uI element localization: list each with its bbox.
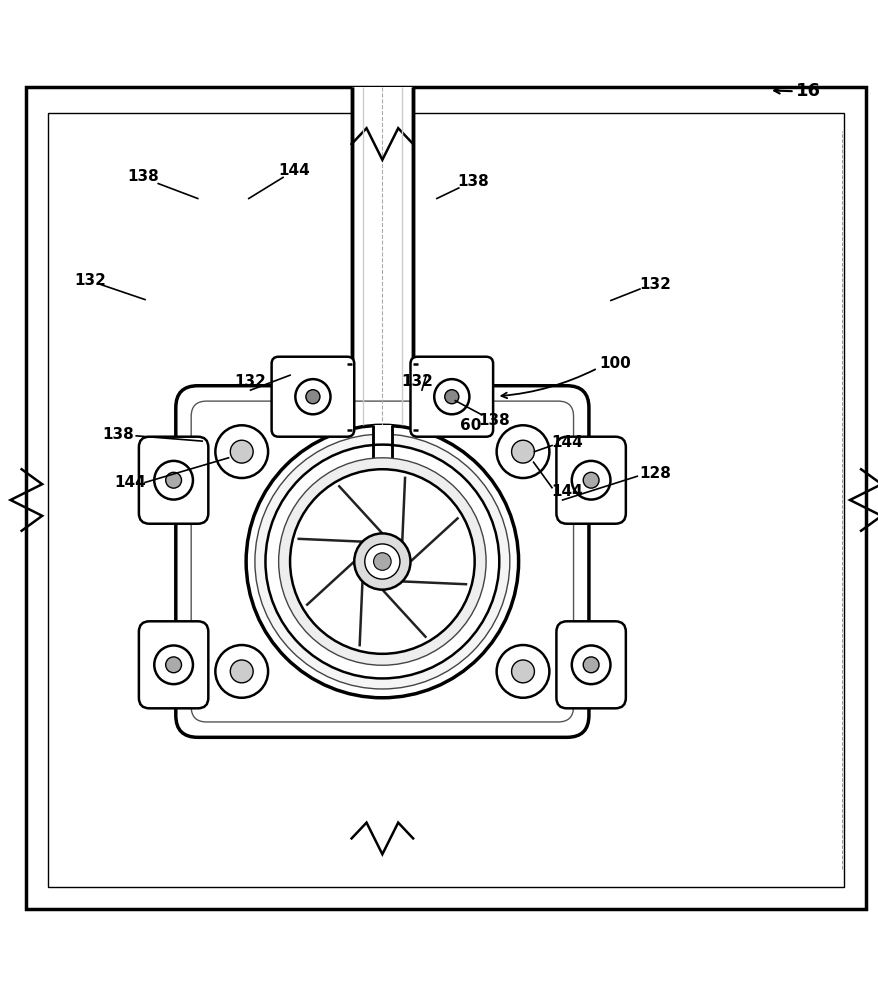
Text: 144: 144 <box>551 435 582 450</box>
Circle shape <box>511 660 534 683</box>
Circle shape <box>246 425 518 698</box>
Circle shape <box>583 657 599 673</box>
FancyBboxPatch shape <box>271 357 354 437</box>
Text: 60: 60 <box>459 418 480 433</box>
Text: 144: 144 <box>551 484 582 499</box>
Circle shape <box>583 472 599 488</box>
Circle shape <box>215 425 268 478</box>
Text: 144: 144 <box>114 475 146 490</box>
Text: 100: 100 <box>599 356 630 371</box>
Circle shape <box>295 379 330 414</box>
Text: 132: 132 <box>401 374 433 389</box>
Text: 128: 128 <box>638 466 670 481</box>
Circle shape <box>571 645 609 684</box>
Circle shape <box>434 379 469 414</box>
Circle shape <box>511 440 534 463</box>
Circle shape <box>373 553 391 570</box>
Text: 138: 138 <box>478 413 509 428</box>
Circle shape <box>215 645 268 698</box>
Bar <box>48 113 843 887</box>
Circle shape <box>571 461 609 500</box>
Circle shape <box>265 445 499 678</box>
Text: 16: 16 <box>795 82 819 100</box>
FancyBboxPatch shape <box>556 621 625 708</box>
Circle shape <box>290 469 474 654</box>
Text: 138: 138 <box>103 427 134 442</box>
Circle shape <box>364 544 399 579</box>
FancyBboxPatch shape <box>410 357 493 437</box>
FancyBboxPatch shape <box>556 437 625 524</box>
Bar <box>351 87 413 425</box>
Text: 138: 138 <box>127 169 159 184</box>
Circle shape <box>444 390 458 404</box>
Text: 132: 132 <box>234 374 266 389</box>
FancyBboxPatch shape <box>139 437 208 524</box>
Circle shape <box>155 461 193 500</box>
FancyBboxPatch shape <box>139 621 208 708</box>
Text: 144: 144 <box>278 163 310 178</box>
Text: 138: 138 <box>457 174 488 189</box>
Circle shape <box>166 657 182 673</box>
Circle shape <box>496 645 549 698</box>
Circle shape <box>155 645 193 684</box>
Circle shape <box>230 440 253 463</box>
Circle shape <box>230 660 253 683</box>
Text: 132: 132 <box>638 277 670 292</box>
Circle shape <box>354 533 410 590</box>
Circle shape <box>496 425 549 478</box>
FancyBboxPatch shape <box>176 386 588 737</box>
Bar <box>372 425 392 469</box>
Text: 132: 132 <box>75 273 106 288</box>
Circle shape <box>255 434 509 689</box>
Circle shape <box>306 390 320 404</box>
Circle shape <box>166 472 182 488</box>
Circle shape <box>278 458 486 665</box>
